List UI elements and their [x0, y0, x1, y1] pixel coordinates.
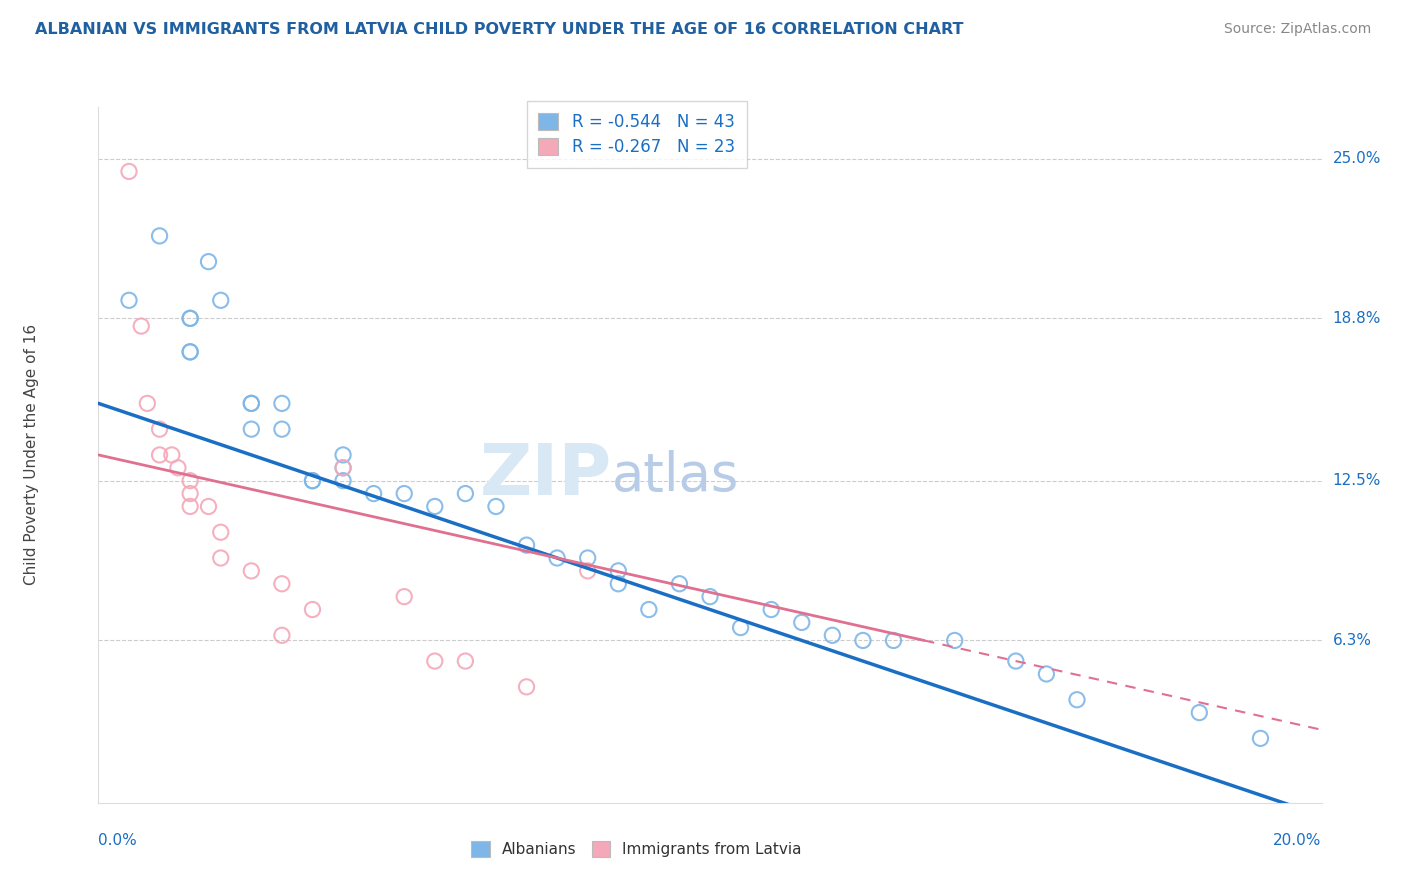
Point — [546, 551, 568, 566]
Point — [759, 602, 782, 616]
Point — [240, 396, 263, 410]
Point — [730, 621, 752, 635]
Point — [301, 474, 323, 488]
Point — [149, 448, 172, 462]
Point — [179, 486, 201, 500]
Point — [423, 500, 446, 514]
Point — [209, 551, 232, 566]
Point — [821, 628, 844, 642]
Point — [149, 228, 172, 243]
Point — [179, 311, 201, 326]
Text: Source: ZipAtlas.com: Source: ZipAtlas.com — [1223, 22, 1371, 37]
Point — [179, 344, 201, 359]
Point — [485, 500, 508, 514]
Point — [454, 486, 477, 500]
Point — [454, 654, 477, 668]
Point — [179, 474, 201, 488]
Point — [392, 486, 416, 500]
Text: 20.0%: 20.0% — [1274, 833, 1322, 848]
Text: 25.0%: 25.0% — [1333, 151, 1381, 166]
Text: 6.3%: 6.3% — [1333, 633, 1372, 648]
Text: ALBANIAN VS IMMIGRANTS FROM LATVIA CHILD POVERTY UNDER THE AGE OF 16 CORRELATION: ALBANIAN VS IMMIGRANTS FROM LATVIA CHILD… — [35, 22, 963, 37]
Point — [332, 460, 354, 475]
Point — [118, 293, 141, 308]
Text: 18.8%: 18.8% — [1333, 310, 1381, 326]
Point — [790, 615, 813, 630]
Point — [943, 633, 966, 648]
Point — [197, 254, 219, 268]
Point — [668, 576, 690, 591]
Point — [332, 474, 354, 488]
Point — [240, 396, 263, 410]
Point — [149, 422, 172, 436]
Point — [240, 564, 263, 578]
Point — [160, 448, 183, 462]
Point — [332, 460, 354, 475]
Point — [179, 311, 201, 326]
Point — [423, 654, 446, 668]
Point — [179, 500, 201, 514]
Text: 12.5%: 12.5% — [1333, 473, 1381, 488]
Point — [270, 422, 292, 436]
Point — [1188, 706, 1211, 720]
Legend: Albanians, Immigrants from Latvia: Albanians, Immigrants from Latvia — [464, 833, 810, 864]
Point — [1035, 667, 1057, 681]
Point — [167, 460, 190, 475]
Point — [270, 628, 292, 642]
Point — [136, 396, 159, 410]
Point — [1066, 692, 1088, 706]
Point — [516, 538, 538, 552]
Point — [576, 564, 599, 578]
Point — [363, 486, 385, 500]
Point — [852, 633, 875, 648]
Point — [179, 344, 201, 359]
Point — [637, 602, 661, 616]
Point — [699, 590, 721, 604]
Point — [197, 500, 219, 514]
Point — [332, 448, 354, 462]
Point — [209, 525, 232, 540]
Text: Child Poverty Under the Age of 16: Child Poverty Under the Age of 16 — [24, 325, 38, 585]
Point — [883, 633, 905, 648]
Point — [129, 319, 152, 334]
Point — [392, 590, 416, 604]
Point — [209, 293, 232, 308]
Point — [301, 602, 323, 616]
Point — [1004, 654, 1026, 668]
Point — [607, 564, 630, 578]
Text: ZIP: ZIP — [479, 442, 612, 510]
Point — [270, 396, 292, 410]
Text: atlas: atlas — [612, 450, 740, 502]
Point — [270, 576, 292, 591]
Point — [1249, 731, 1271, 746]
Point — [516, 680, 538, 694]
Text: 0.0%: 0.0% — [98, 833, 138, 848]
Point — [301, 474, 323, 488]
Point — [607, 576, 630, 591]
Point — [118, 164, 141, 178]
Point — [240, 422, 263, 436]
Point — [576, 551, 599, 566]
